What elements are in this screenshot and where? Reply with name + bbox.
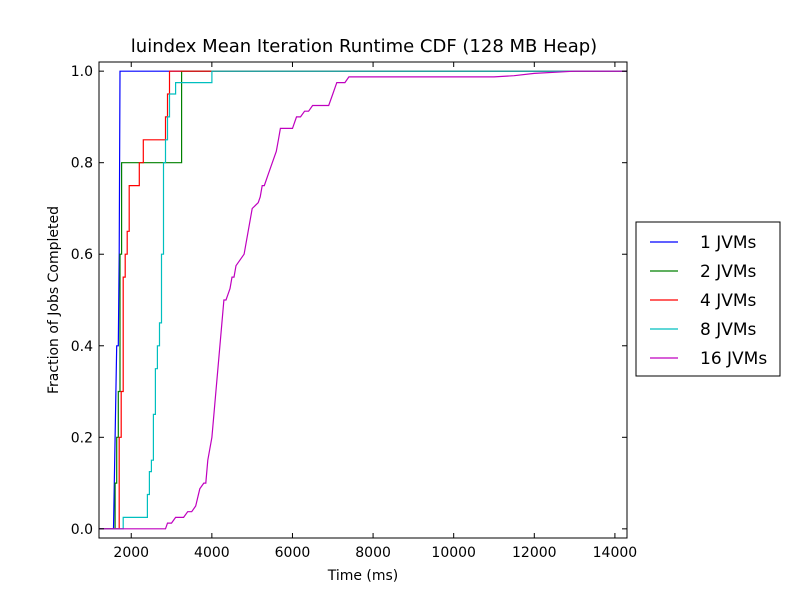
series-line-5 <box>99 70 627 530</box>
plot-area <box>99 70 627 530</box>
legend-box <box>635 221 781 377</box>
y-tick-label: 0.8 <box>71 156 93 172</box>
x-axis-label: Time (ms) <box>327 568 399 584</box>
y-tick-label: 0.4 <box>71 339 93 355</box>
series-line-2 <box>99 70 627 530</box>
y-tick-label: 0.2 <box>71 430 93 446</box>
y-tick-label: 0.0 <box>71 522 93 538</box>
legend-entry-5: 16 JVMs <box>700 349 767 369</box>
legend-entry-4: 8 JVMs <box>700 320 757 340</box>
legend-entry-1: 1 JVMs <box>700 233 757 253</box>
legend: 1 JVMs 2 JVMs 4 JVMs 8 JVMs 16 JVMs <box>635 221 781 377</box>
series-line-1 <box>99 70 627 530</box>
x-tick-label: 4000 <box>194 545 230 561</box>
x-tick-label: 10000 <box>431 545 476 561</box>
y-axis: 0.0 0.2 0.4 0.6 0.8 1.0 <box>71 64 627 538</box>
y-tick-label: 0.6 <box>71 247 93 263</box>
chart-title: luindex Mean Iteration Runtime CDF (128 … <box>131 36 597 57</box>
x-tick-label: 2000 <box>113 545 149 561</box>
legend-entry-3: 4 JVMs <box>700 291 757 311</box>
x-axis: 2000 4000 6000 8000 10000 12000 14000 <box>113 62 637 561</box>
legend-entry-2: 2 JVMs <box>700 262 757 282</box>
y-axis-label: Fraction of Jobs Completed <box>46 206 62 394</box>
series-line-3 <box>99 70 627 530</box>
y-tick-label: 1.0 <box>71 64 93 80</box>
x-tick-label: 14000 <box>593 545 638 561</box>
x-tick-label: 8000 <box>355 545 391 561</box>
plot-frame <box>98 61 628 539</box>
series-line-4 <box>99 70 627 530</box>
x-tick-label: 6000 <box>275 545 311 561</box>
x-tick-label: 12000 <box>512 545 557 561</box>
